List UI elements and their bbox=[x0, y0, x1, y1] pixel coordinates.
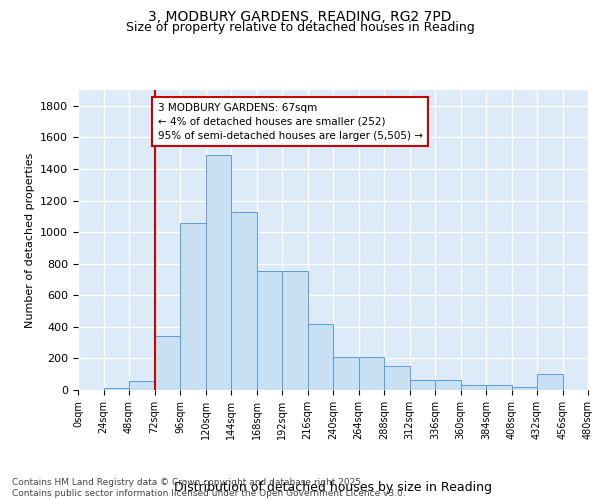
X-axis label: Distribution of detached houses by size in Reading: Distribution of detached houses by size … bbox=[174, 480, 492, 494]
Text: 3 MODBURY GARDENS: 67sqm
← 4% of detached houses are smaller (252)
95% of semi-d: 3 MODBURY GARDENS: 67sqm ← 4% of detache… bbox=[158, 102, 422, 141]
Text: Size of property relative to detached houses in Reading: Size of property relative to detached ho… bbox=[125, 21, 475, 34]
Text: 3, MODBURY GARDENS, READING, RG2 7PD: 3, MODBURY GARDENS, READING, RG2 7PD bbox=[148, 10, 452, 24]
Bar bbox=[486, 386, 511, 390]
Bar bbox=[155, 336, 180, 390]
Bar bbox=[308, 324, 333, 390]
Bar bbox=[333, 357, 359, 390]
Bar bbox=[205, 154, 231, 390]
Bar bbox=[282, 271, 308, 390]
Bar bbox=[537, 374, 563, 390]
Bar bbox=[461, 386, 486, 390]
Bar bbox=[257, 271, 282, 390]
Bar bbox=[231, 212, 257, 390]
Bar bbox=[359, 357, 384, 390]
Text: Contains HM Land Registry data © Crown copyright and database right 2025.
Contai: Contains HM Land Registry data © Crown c… bbox=[12, 478, 406, 498]
Bar bbox=[104, 388, 129, 390]
Bar bbox=[129, 381, 155, 390]
Bar bbox=[409, 380, 435, 390]
Bar bbox=[435, 380, 461, 390]
Bar bbox=[180, 222, 205, 390]
Y-axis label: Number of detached properties: Number of detached properties bbox=[25, 152, 35, 328]
Bar bbox=[384, 366, 409, 390]
Bar bbox=[511, 387, 537, 390]
